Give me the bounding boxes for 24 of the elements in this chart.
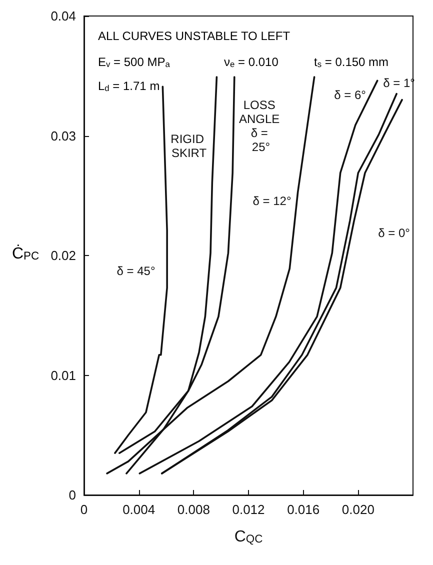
- annotation: νe = 0.010: [224, 55, 279, 69]
- text: δ = 0°: [378, 226, 410, 240]
- y-tick-label: 0.01: [50, 368, 76, 383]
- x-tick-label: 0.012: [232, 502, 265, 517]
- annotation: ts = 0.150 mm: [314, 55, 389, 69]
- y-tick-label: 0: [68, 488, 76, 502]
- annotation: ALL CURVES UNSTABLE TO LEFT: [98, 29, 291, 43]
- x-tick-label: 0: [80, 502, 88, 517]
- x-tick-label: 0.008: [177, 502, 210, 517]
- y-tick-label: 0.02: [50, 248, 76, 263]
- series-label: RIGID SKIRT: [170, 132, 208, 160]
- series-label: δ = 6°: [334, 88, 366, 102]
- x-tick-label: 0.020: [342, 502, 374, 517]
- series-label: δ = 45°: [116, 264, 156, 278]
- y-tick-label: 0.04: [50, 8, 76, 24]
- x-axis-title: CQC: [234, 528, 263, 546]
- y-axis-title: ĊPC: [12, 244, 40, 262]
- annotation: Ev = 500 MPa: [98, 55, 170, 69]
- y-tick-label: 0.03: [50, 128, 76, 144]
- x-tick-label: 0.004: [122, 502, 156, 517]
- x-tick-label: 0.016: [287, 502, 320, 517]
- series-label: δ = 12°: [252, 194, 292, 208]
- series-label: LOSS ANGLE δ = 25°: [238, 98, 284, 154]
- annotation: Ld = 1.71 m: [98, 79, 160, 93]
